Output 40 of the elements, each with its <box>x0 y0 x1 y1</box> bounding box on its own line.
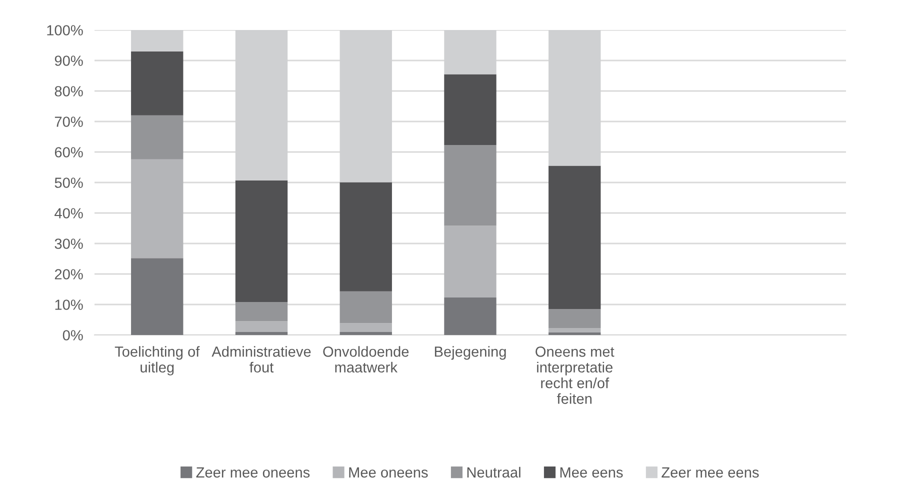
x-tick-label: Bejegening <box>434 346 506 360</box>
bar <box>548 166 601 310</box>
bar <box>444 144 496 226</box>
legend-label: Mee eens <box>560 467 623 478</box>
legend-label: Zeer mee oneens <box>196 467 310 478</box>
y-tick-label: 50% <box>54 178 83 188</box>
y-tick-label: 60% <box>54 147 83 158</box>
x-tick-label: Oneens met interpretatie recht en/of feiten <box>536 346 614 404</box>
bar <box>340 332 392 335</box>
bar <box>340 291 392 324</box>
bar <box>235 321 288 332</box>
y-tick-label: 40% <box>54 208 83 218</box>
y-tick-label: 90% <box>54 56 83 66</box>
bar <box>548 309 601 328</box>
bar <box>235 332 288 335</box>
y-tick-label: 0% <box>62 330 83 340</box>
bar <box>548 328 601 333</box>
y-tick-label: 70% <box>54 116 83 127</box>
x-tick-label: Administratieve fout <box>212 346 311 373</box>
y-tick-label: 100% <box>47 25 83 36</box>
bar <box>131 115 184 160</box>
x-tick-label: Onvoldoende maatwerk <box>323 346 409 373</box>
bar <box>340 323 392 332</box>
y-tick-label: 10% <box>55 300 83 310</box>
y-tick-label: 80% <box>54 86 83 96</box>
legend-label: Mee oneens <box>349 467 428 478</box>
bar <box>131 51 184 116</box>
y-tick-label: 30% <box>54 238 83 249</box>
bar <box>340 182 392 292</box>
legend-label: Zeer mee eens <box>662 467 759 478</box>
bar <box>131 258 184 335</box>
x-tick-label: Toelichting of uitleg <box>114 346 200 376</box>
bar <box>444 297 496 335</box>
bar <box>235 180 288 302</box>
bar <box>235 302 288 322</box>
bar <box>131 159 184 258</box>
bar <box>444 74 496 145</box>
legend-label: Neutraal <box>467 466 520 478</box>
bar <box>444 226 496 298</box>
y-tick-label: 20% <box>54 269 83 280</box>
